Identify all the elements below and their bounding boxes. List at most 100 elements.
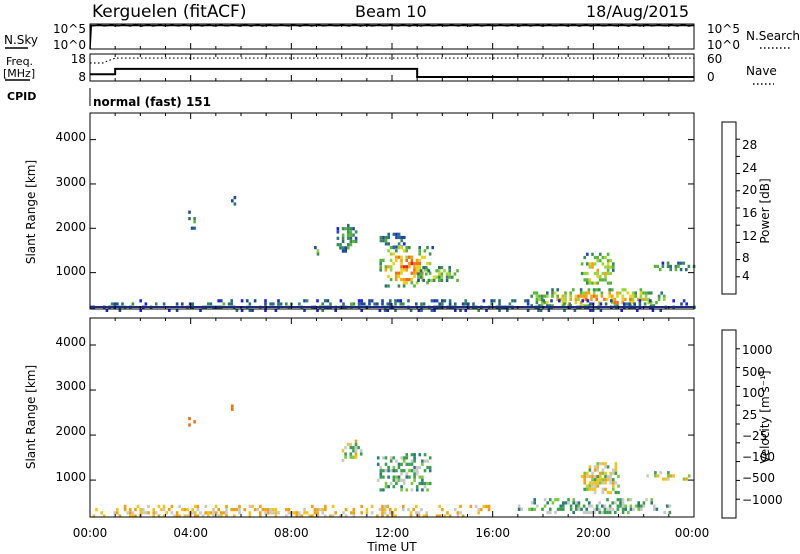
power-cell: [155, 302, 158, 306]
velocity-cell: [541, 507, 544, 511]
velocity-cell: [593, 481, 597, 485]
velocity-cell: [593, 474, 597, 479]
power-cell: [631, 291, 635, 295]
power-cell: [427, 278, 431, 282]
power-ytick-label: 4000: [55, 130, 86, 144]
velocity-cell: [593, 484, 597, 488]
velocity-cell: [422, 514, 426, 518]
power-cell: [601, 255, 605, 260]
power-cell: [599, 278, 602, 282]
noise-right-tick-top: 10^5: [707, 22, 740, 36]
power-cell: [583, 255, 586, 260]
velocity-cell: [392, 465, 396, 470]
velocity-cell: [313, 508, 317, 512]
power-cell: [251, 308, 254, 312]
power-cell: [593, 281, 597, 285]
power-cell: [422, 278, 425, 282]
power-cell: [402, 265, 406, 269]
velocity-cell: [118, 514, 122, 518]
power-cell: [448, 266, 451, 270]
velocity-cell: [572, 498, 575, 502]
power-cell: [217, 299, 220, 303]
power-cbar-tick: 8: [742, 251, 750, 265]
power-cell: [629, 294, 632, 298]
power-cell: [569, 294, 572, 298]
power-cell: [240, 308, 244, 312]
power-cell: [193, 217, 196, 221]
power-cell: [611, 301, 614, 305]
velocity-cell: [441, 508, 444, 512]
power-cell: [616, 294, 619, 298]
velocity-cell: [392, 485, 396, 489]
velocity-cell: [413, 453, 416, 457]
velocity-cell: [598, 501, 601, 505]
power-cell: [379, 258, 382, 262]
power-cell: [394, 299, 397, 303]
velocity-cell: [383, 504, 387, 508]
power-cell: [540, 304, 544, 308]
velocity-cell: [606, 510, 609, 515]
velocity-cell: [391, 514, 395, 518]
velocity-ylabel: Slant Range [km]: [24, 365, 38, 469]
power-cell: [360, 299, 363, 303]
velocity-cell: [313, 511, 317, 515]
velocity-cell: [392, 456, 396, 460]
velocity-cbar-tick: 1000: [742, 343, 773, 357]
power-cell: [405, 246, 408, 250]
velocity-cell: [188, 423, 191, 427]
power-cell: [384, 235, 388, 240]
velocity-cell: [139, 511, 142, 515]
power-cell: [443, 269, 446, 273]
velocity-cell: [664, 477, 668, 481]
noise-left-tick-top: 10^5: [53, 22, 86, 36]
power-cell: [418, 252, 421, 256]
power-cell: [395, 271, 398, 275]
velocity-cell: [469, 504, 473, 508]
velocity-cell: [485, 504, 488, 508]
velocity-cell: [139, 508, 142, 512]
power-cell: [382, 239, 385, 243]
power-cell: [110, 302, 114, 306]
velocity-cell: [585, 498, 588, 502]
power-cell: [432, 278, 436, 282]
velocity-cell: [586, 474, 589, 479]
power-cell: [464, 302, 467, 306]
power-cell: [556, 297, 559, 301]
power-cell: [609, 265, 612, 269]
power-cell: [603, 297, 606, 301]
velocity-cell: [614, 468, 618, 472]
velocity-cell: [562, 504, 565, 508]
power-cell: [573, 308, 577, 312]
power-cell: [397, 271, 401, 275]
velocity-cell: [402, 459, 406, 463]
power-cell: [438, 278, 441, 282]
power-colorbar-ticks: 28 24 20 16 12 8 4: [742, 138, 757, 283]
velocity-cell: [194, 511, 197, 515]
power-cell: [445, 272, 449, 276]
power-cell: [425, 272, 428, 276]
velocity-cell: [266, 508, 270, 512]
power-cell: [363, 302, 366, 306]
power-cell: [546, 301, 549, 305]
power-cell: [624, 288, 627, 292]
power-cell: [389, 258, 393, 262]
power-cell: [341, 239, 345, 244]
velocity-cell: [596, 474, 599, 479]
velocity-cell: [599, 481, 602, 485]
power-cell: [387, 284, 390, 288]
power-cell: [144, 302, 148, 306]
power-cell: [368, 302, 371, 306]
power-cell: [376, 302, 379, 306]
power-cell: [188, 302, 192, 306]
power-cell: [264, 299, 267, 303]
power-cell: [389, 252, 393, 256]
power-cell: [583, 271, 586, 276]
velocity-cell: [477, 508, 480, 512]
power-cell: [582, 291, 585, 295]
velocity-cell: [645, 498, 648, 502]
velocity-ytick-label: 2000: [55, 424, 86, 438]
velocity-cell: [551, 501, 555, 505]
velocity-cell: [595, 504, 599, 508]
power-cell: [387, 242, 390, 246]
power-cell: [561, 294, 565, 298]
